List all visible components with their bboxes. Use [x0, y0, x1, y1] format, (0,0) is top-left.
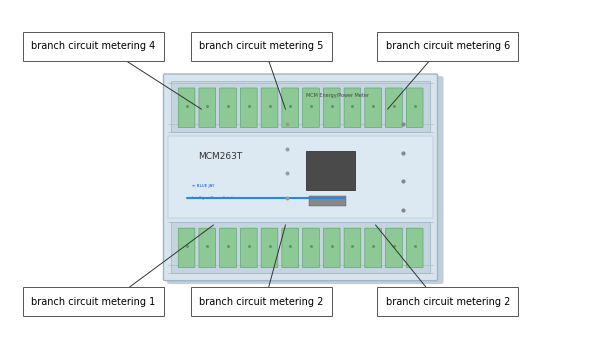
- FancyBboxPatch shape: [386, 88, 402, 128]
- Text: branch circuit metering 1: branch circuit metering 1: [31, 297, 155, 307]
- FancyBboxPatch shape: [386, 228, 402, 268]
- FancyBboxPatch shape: [406, 228, 423, 268]
- Text: branch circuit metering 2: branch circuit metering 2: [386, 297, 510, 307]
- FancyBboxPatch shape: [191, 32, 332, 60]
- FancyBboxPatch shape: [261, 88, 278, 128]
- FancyBboxPatch shape: [303, 88, 319, 128]
- FancyBboxPatch shape: [323, 228, 340, 268]
- FancyBboxPatch shape: [240, 228, 257, 268]
- FancyBboxPatch shape: [377, 32, 518, 60]
- FancyBboxPatch shape: [167, 76, 444, 284]
- Bar: [309, 196, 347, 206]
- Text: branch circuit metering 5: branch circuit metering 5: [200, 41, 323, 51]
- FancyBboxPatch shape: [365, 228, 382, 268]
- Bar: [171, 81, 430, 132]
- FancyBboxPatch shape: [303, 228, 319, 268]
- FancyBboxPatch shape: [282, 228, 299, 268]
- FancyBboxPatch shape: [178, 88, 195, 128]
- Text: branch circuit metering 6: branch circuit metering 6: [386, 41, 510, 51]
- FancyBboxPatch shape: [406, 88, 423, 128]
- Text: MCM Energy/Power Meter: MCM Energy/Power Meter: [306, 93, 369, 98]
- FancyBboxPatch shape: [199, 88, 216, 128]
- FancyBboxPatch shape: [220, 88, 236, 128]
- Text: branch circuit metering 4: branch circuit metering 4: [31, 41, 155, 51]
- Text: branch circuit metering 2: branch circuit metering 2: [200, 297, 323, 307]
- FancyBboxPatch shape: [23, 287, 163, 316]
- Bar: [168, 136, 433, 218]
- FancyBboxPatch shape: [23, 32, 163, 60]
- FancyBboxPatch shape: [163, 74, 438, 281]
- FancyBboxPatch shape: [240, 88, 257, 128]
- FancyBboxPatch shape: [344, 228, 361, 268]
- FancyBboxPatch shape: [323, 88, 340, 128]
- Text: Intelligent Power Solutions: Intelligent Power Solutions: [192, 196, 240, 200]
- Text: MCM263T: MCM263T: [198, 152, 242, 161]
- FancyBboxPatch shape: [377, 287, 518, 316]
- FancyBboxPatch shape: [220, 228, 236, 268]
- FancyBboxPatch shape: [261, 228, 278, 268]
- FancyBboxPatch shape: [199, 228, 216, 268]
- Text: ❧ BLUE JAY: ❧ BLUE JAY: [192, 183, 215, 188]
- FancyBboxPatch shape: [282, 88, 299, 128]
- Bar: [171, 222, 430, 273]
- FancyBboxPatch shape: [178, 228, 195, 268]
- FancyBboxPatch shape: [344, 88, 361, 128]
- FancyBboxPatch shape: [191, 287, 332, 316]
- FancyBboxPatch shape: [365, 88, 382, 128]
- Bar: [306, 151, 355, 190]
